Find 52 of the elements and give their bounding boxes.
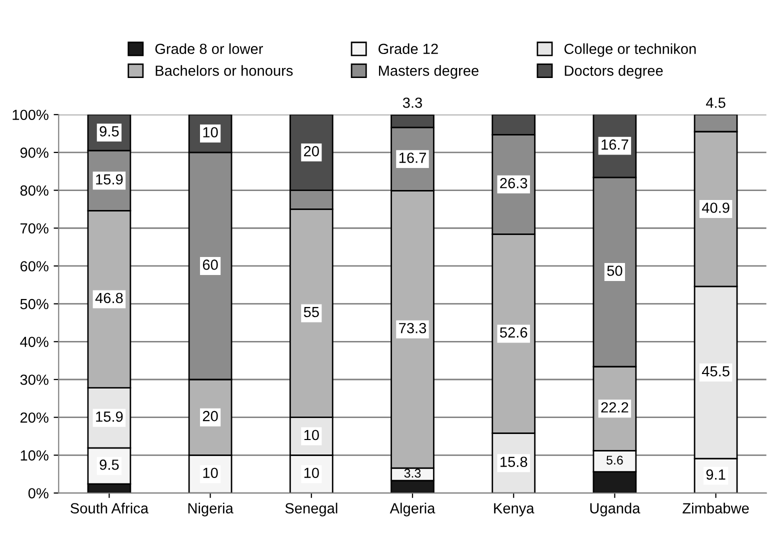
legend-label: Masters degree xyxy=(379,65,478,79)
data-label: 52.6 xyxy=(500,327,528,338)
data-label: 45.5 xyxy=(702,366,730,376)
y-tick-label: 30% xyxy=(20,374,48,385)
y-tick-label: 60% xyxy=(20,261,48,272)
x-tick-label: Senegal xyxy=(285,502,338,516)
x-tick-label: Zimbabwe xyxy=(682,502,749,514)
data-label: 10 xyxy=(304,430,319,440)
legend-label: Grade 12 xyxy=(378,43,438,54)
data-label: 10 xyxy=(203,127,218,138)
data-label: 20 xyxy=(304,146,319,156)
data-label: 9.5 xyxy=(100,460,119,470)
legend-label: Grade 8 or lower xyxy=(155,43,263,54)
y-tick-label: 100% xyxy=(12,110,48,120)
y-tick-label: 80% xyxy=(20,185,48,196)
data-label: 3.3 xyxy=(404,468,421,478)
y-tick-label: 10% xyxy=(20,450,48,461)
data-label: 55 xyxy=(304,307,319,318)
data-label: 16.7 xyxy=(399,152,426,163)
x-tick-label: Uganda xyxy=(590,502,640,516)
data-label: 4.5 xyxy=(706,98,726,108)
data-label: 15.9 xyxy=(96,411,123,422)
legend-label: Doctors degree xyxy=(564,65,663,79)
data-label: 5.6 xyxy=(606,456,623,465)
data-label: 46.8 xyxy=(95,292,123,304)
y-tick-label: 20% xyxy=(20,412,48,423)
data-label: 22.2 xyxy=(601,402,628,412)
legend-label: Bachelors or honours xyxy=(156,65,293,76)
legend-label: College or technikon xyxy=(564,43,696,57)
data-label: 10 xyxy=(304,468,319,478)
y-tick-label: 90% xyxy=(20,148,48,158)
data-label: 60 xyxy=(202,260,218,270)
data-label: 26.3 xyxy=(500,178,528,188)
data-label: 73.3 xyxy=(399,322,426,334)
data-label: 15.8 xyxy=(500,456,528,468)
x-tick-label: Kenya xyxy=(494,503,534,516)
x-tick-label: Nigeria xyxy=(188,502,234,516)
data-label: 3.3 xyxy=(402,98,422,108)
data-label: 16.7 xyxy=(602,139,628,150)
y-tick-label: 70% xyxy=(20,223,48,234)
y-tick-label: 0% xyxy=(28,488,48,498)
y-tick-label: 40% xyxy=(20,336,48,348)
x-tick-label: South Africa xyxy=(70,502,149,514)
data-label: 10 xyxy=(203,468,218,478)
data-label: 40.9 xyxy=(702,202,730,213)
y-tick-label: 50% xyxy=(20,298,48,310)
data-label: 15.9 xyxy=(96,174,123,185)
data-label: 50 xyxy=(607,266,622,276)
data-label: 9.1 xyxy=(706,469,726,480)
data-label: 20 xyxy=(202,410,218,422)
x-tick-label: Algeria xyxy=(390,502,436,516)
data-label: 9.5 xyxy=(100,126,119,136)
